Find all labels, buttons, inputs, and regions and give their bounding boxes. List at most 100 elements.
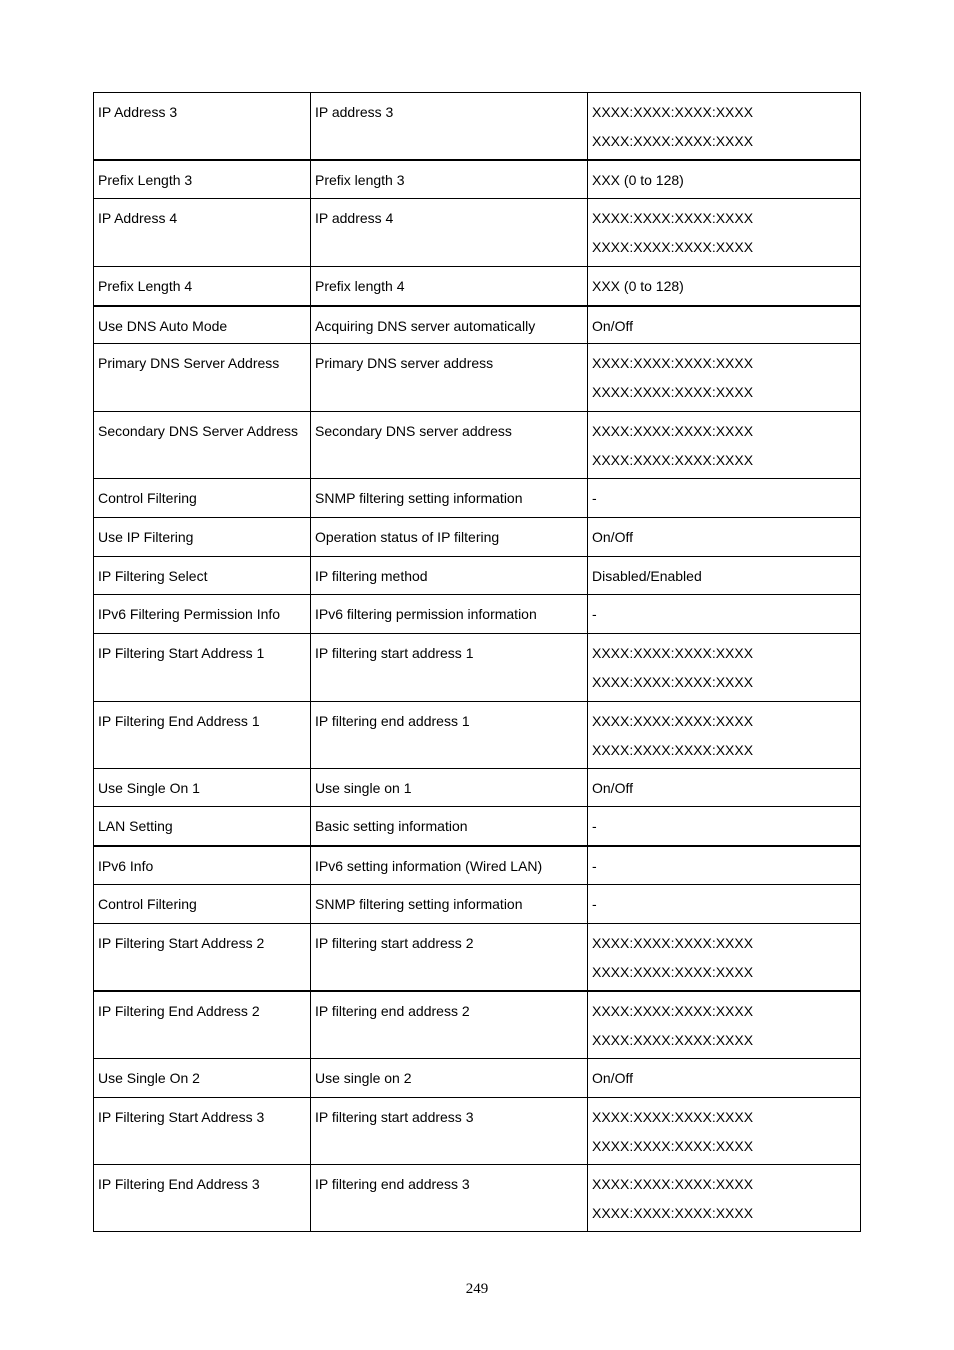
table-row: Prefix Length 3 Prefix length 3 XXX (0 to … (93, 159, 861, 199)
item-cell: IP Filtering Start Address 2 (93, 923, 311, 992)
value-cell: - (587, 845, 861, 885)
item-cell-text: IP Filtering Start Address 1 (98, 645, 265, 661)
item-cell-text: Use Single On 2 (98, 1070, 200, 1086)
description-cell: IP filtering end address 3 (310, 1164, 588, 1232)
table-row: IP Filtering Select IP filtering method Di… (93, 556, 861, 595)
description-cell: IP filtering start address 1 (310, 633, 588, 702)
item-cell-text: IPv6 Filtering Permission Info (98, 606, 281, 622)
table-row: IP Filtering Start Address 3 IP filtering… (93, 1097, 861, 1165)
item-cell: Use IP Filtering (93, 517, 311, 557)
value-cell-text: Disabled/Enabled (592, 568, 702, 584)
description-cell-text: Basic setting information (315, 818, 468, 834)
item-cell: Prefix Length 4 (93, 266, 311, 307)
value-cell: On/Off (587, 517, 861, 557)
description-cell-text: IP filtering method (315, 568, 428, 584)
item-cell: Control Filtering (93, 478, 311, 518)
table-row: Control Filtering SNMP filtering setting … (93, 478, 861, 518)
item-cell: Prefix Length 3 (93, 159, 311, 199)
value-cell-text: On/Off (592, 780, 633, 796)
value-cell-text: XXXX:XXXX:XXXX:XXXX (592, 964, 754, 980)
table-row: Use DNS Auto Mode Acquiring DNS server au… (93, 305, 861, 344)
value-cell-text: XXXX:XXXX:XXXX:XXXX (592, 674, 754, 690)
item-cell-text: IP Filtering End Address 1 (98, 713, 260, 729)
item-cell: Use DNS Auto Mode (93, 305, 311, 344)
value-cell-text: XXXX:XXXX:XXXX:XXXX (592, 645, 754, 661)
value-cell: - (587, 806, 861, 847)
table-row: IP Filtering Start Address 1 IP filtering… (93, 633, 861, 702)
description-cell: Primary DNS server address (310, 343, 588, 412)
settings-table: IP Address 3 IP address 3 XXXX:XXXX:XXXX:X… (93, 92, 861, 1232)
description-cell-text: Acquiring DNS server automatically (315, 317, 536, 334)
description-cell: IP filtering start address 2 (310, 923, 588, 992)
item-cell: Control Filtering (93, 884, 311, 924)
description-cell: Prefix length 4 (310, 266, 588, 307)
value-cell-text: XXXX:XXXX:XXXX:XXXX (592, 1205, 754, 1221)
item-cell-text: Control Filtering (98, 490, 197, 506)
table-row: Secondary DNS Server Address Secondary DN… (93, 411, 861, 479)
value-cell-text: - (592, 818, 597, 834)
item-cell: IP Filtering End Address 2 (93, 990, 311, 1059)
value-cell-text: XXXX:XXXX:XXXX:XXXX (592, 210, 754, 226)
table-row: IPv6 Info IPv6 setting information (Wired… (93, 845, 861, 885)
item-cell-text: IP Address 3 (98, 104, 178, 120)
description-cell-text: Primary DNS server address (315, 355, 494, 371)
value-cell-text: XXX (0 to 128) (592, 171, 684, 188)
value-cell-text: XXXX:XXXX:XXXX:XXXX (592, 1109, 754, 1125)
item-cell: IPv6 Info (93, 845, 311, 885)
value-cell-text: XXXX:XXXX:XXXX:XXXX (592, 384, 754, 400)
item-cell: IP Filtering Start Address 1 (93, 633, 311, 702)
item-cell: IP Filtering End Address 3 (93, 1164, 311, 1232)
table-row: IPv6 Filtering Permission Info IPv6 filte… (93, 594, 861, 634)
item-cell-text: Use Single On 1 (98, 780, 200, 796)
item-cell-text: Control Filtering (98, 896, 197, 912)
item-cell-text: IP Filtering Start Address 2 (98, 935, 265, 951)
description-cell: IP filtering end address 2 (310, 990, 588, 1059)
value-cell: XXXX:XXXX:XXXX:XXXX XXXX:XXXX:XXXX:XXXX (587, 923, 861, 992)
value-cell-text: XXXX:XXXX:XXXX:XXXX (592, 713, 754, 729)
value-cell: Disabled/Enabled (587, 556, 861, 595)
table-row: IP Filtering Start Address 2 IP filtering… (93, 923, 861, 992)
description-cell-text: IP filtering start address 3 (315, 1109, 474, 1125)
item-cell-text: Primary DNS Server Address (98, 355, 280, 371)
table-row: IP Filtering End Address 3 IP filtering e… (93, 1164, 861, 1232)
table-row: Use IP Filtering Operation status of IP f… (93, 517, 861, 557)
value-cell: On/Off (587, 768, 861, 807)
description-cell-text: IP address 4 (315, 210, 394, 226)
table-row: IP Address 3 IP address 3 XXXX:XXXX:XXXX:X… (93, 92, 861, 161)
description-cell-text: Prefix length 4 (315, 278, 405, 294)
value-cell: XXXX:XXXX:XXXX:XXXX XXXX:XXXX:XXXX:XXXX (587, 1164, 861, 1232)
item-cell-text: IP Filtering Select (98, 568, 208, 584)
item-cell-text: IP Filtering End Address 3 (98, 1176, 260, 1192)
item-cell: IP Filtering Start Address 3 (93, 1097, 311, 1165)
description-cell: SNMP filtering setting information (310, 884, 588, 924)
value-cell: XXXX:XXXX:XXXX:XXXX XXXX:XXXX:XXXX:XXXX (587, 198, 861, 267)
value-cell-text: - (592, 490, 597, 506)
description-cell-text: SNMP filtering setting information (315, 490, 523, 506)
item-cell: Use Single On 2 (93, 1058, 311, 1098)
description-cell: IP filtering method (310, 556, 588, 595)
value-cell-text: XXXX:XXXX:XXXX:XXXX (592, 1138, 754, 1154)
value-cell-text: XXXX:XXXX:XXXX:XXXX (592, 104, 754, 120)
table-row: Use Single On 1 Use single on 1 On/Off (93, 768, 861, 807)
item-cell: IP Filtering End Address 1 (93, 701, 311, 769)
table-row: Primary DNS Server Address Primary DNS se… (93, 343, 861, 412)
description-cell-text: IP address 3 (315, 104, 394, 120)
item-cell: IP Address 3 (93, 92, 311, 161)
page-number: 249 (465, 1281, 489, 1297)
table-row: IP Filtering End Address 1 IP filtering e… (93, 701, 861, 769)
value-cell-text: On/Off (592, 317, 633, 334)
description-cell-text: IPv6 setting information (Wired LAN) (315, 857, 543, 874)
description-cell-text: Use single on 2 (315, 1070, 412, 1086)
item-cell: Use Single On 1 (93, 768, 311, 807)
item-cell: IP Filtering Select (93, 556, 311, 595)
value-cell-text: On/Off (592, 1070, 633, 1086)
value-cell: XXXX:XXXX:XXXX:XXXX XXXX:XXXX:XXXX:XXXX (587, 411, 861, 479)
description-cell-text: IP filtering end address 1 (315, 713, 470, 729)
value-cell-text: XXXX:XXXX:XXXX:XXXX (592, 133, 754, 149)
value-cell: - (587, 594, 861, 634)
description-cell-text: IPv6 filtering permission information (315, 606, 537, 622)
value-cell-text: XXXX:XXXX:XXXX:XXXX (592, 1176, 754, 1192)
description-cell-text: IP filtering start address 1 (315, 645, 474, 661)
value-cell: On/Off (587, 305, 861, 344)
value-cell: XXX (0 to 128) (587, 266, 861, 307)
